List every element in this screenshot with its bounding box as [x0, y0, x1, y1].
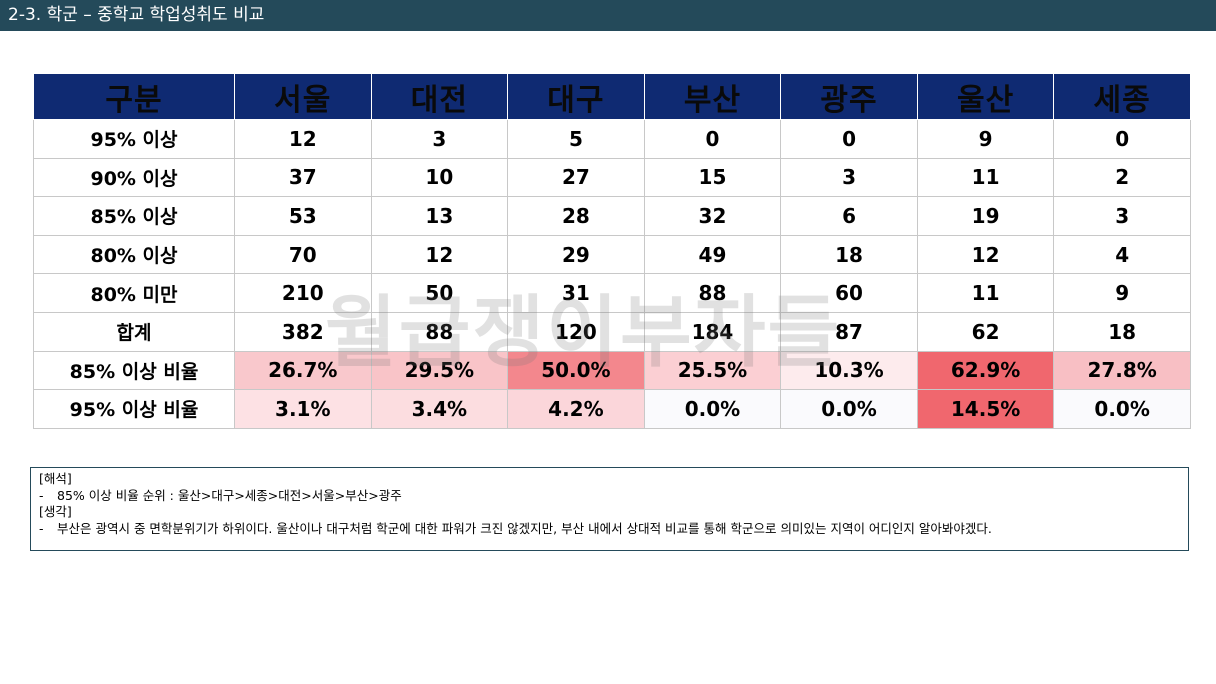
- table-cell: 37: [234, 157, 372, 198]
- table-cell: 13: [370, 196, 509, 236]
- header-cell-ulsan: 울산: [916, 73, 1055, 120]
- table-header-row: 구분 서울 대전 대구 부산 광주 울산 세종: [33, 73, 1191, 120]
- table-row: 80% 이상 70 12 29 49 18 12 4: [33, 234, 1191, 275]
- heatmap-cell: 26.7%: [234, 350, 372, 391]
- table-cell: 5: [507, 119, 645, 159]
- notes-interpretation-item: -85% 이상 비율 순위 : 울산>대구>세종>대전>서울>부산>광주: [39, 488, 1180, 505]
- table-cell: 31: [507, 273, 645, 313]
- table-cell: 210: [234, 273, 372, 313]
- row-label: 80% 미만: [33, 273, 235, 313]
- table-cell: 87: [780, 311, 918, 352]
- table-cell: 120: [507, 311, 645, 352]
- table-cell: 6: [780, 196, 918, 236]
- notes-thoughts-item: - 부산은 광역시 중 면학분위기가 하위이다. 울산이나 대구처럼 학군에 대한…: [39, 521, 1180, 538]
- table-cell: 382: [234, 311, 372, 352]
- table-cell: 19: [916, 196, 1055, 236]
- table-cell: 70: [234, 234, 372, 275]
- row-label: 90% 이상: [33, 157, 235, 198]
- table-cell: 50: [370, 273, 509, 313]
- bullet-marker: -: [39, 520, 44, 536]
- notes-heading-interpretation: [해석]: [39, 471, 72, 486]
- table-cell: 12: [234, 119, 372, 159]
- table-row: 90% 이상 37 10 27 15 3 11 2: [33, 157, 1191, 198]
- heatmap-cell: 10.3%: [780, 350, 918, 391]
- table-cell: 184: [643, 311, 782, 352]
- row-label: 합계: [33, 311, 235, 352]
- table-cell: 3: [780, 157, 918, 198]
- header-cell-daegu: 대구: [507, 73, 645, 120]
- heatmap-cell: 3.4%: [370, 389, 509, 429]
- table-cell: 12: [916, 234, 1055, 275]
- interpretation-text: 85% 이상 비율 순위 : 울산>대구>세종>대전>서울>부산>광주: [57, 487, 402, 503]
- table-cell: 12: [370, 234, 509, 275]
- table-cell: 3: [1053, 196, 1191, 236]
- notes-box: [해석] -85% 이상 비율 순위 : 울산>대구>세종>대전>서울>부산>광…: [30, 467, 1189, 551]
- heatmap-cell: 14.5%: [916, 389, 1055, 429]
- header-cell-sejong: 세종: [1053, 73, 1191, 120]
- heatmap-cell: 62.9%: [916, 350, 1055, 391]
- table-cell: 0: [780, 119, 918, 159]
- table-cell: 62: [916, 311, 1055, 352]
- header-cell-gwangju: 광주: [780, 73, 918, 120]
- table-cell: 0: [643, 119, 782, 159]
- table-cell: 49: [643, 234, 782, 275]
- header-cell-category: 구분: [33, 73, 235, 120]
- table-cell: 27: [507, 157, 645, 198]
- notes-heading-thoughts: [생각]: [39, 504, 72, 519]
- heatmap-cell: 4.2%: [507, 389, 645, 429]
- row-label: 95% 이상: [33, 119, 235, 159]
- table-row: 85% 이상 53 13 28 32 6 19 3: [33, 196, 1191, 236]
- heatmap-cell: 29.5%: [370, 350, 509, 391]
- bullet-marker: -: [39, 487, 44, 503]
- table-cell: 29: [507, 234, 645, 275]
- header-cell-busan: 부산: [643, 73, 782, 120]
- table-cell: 11: [916, 157, 1055, 198]
- table-row: 95% 이상 12 3 5 0 0 9 0: [33, 119, 1191, 159]
- heatmap-cell: 3.1%: [234, 389, 372, 429]
- table-cell: 18: [1053, 311, 1191, 352]
- heatmap-cell: 25.5%: [643, 350, 782, 391]
- table-cell: 2: [1053, 157, 1191, 198]
- table-cell: 60: [780, 273, 918, 313]
- table-cell: 88: [643, 273, 782, 313]
- heatmap-cell: 27.8%: [1053, 350, 1191, 391]
- table-cell: 9: [1053, 273, 1191, 313]
- table-row: 85% 이상 비율 26.7% 29.5% 50.0% 25.5% 10.3% …: [33, 350, 1191, 391]
- table-row: 95% 이상 비율 3.1% 3.4% 4.2% 0.0% 0.0% 14.5%…: [33, 389, 1191, 429]
- table-cell: 0: [1053, 119, 1191, 159]
- table-row: 80% 미만 210 50 31 88 60 11 9: [33, 273, 1191, 313]
- table-cell: 18: [780, 234, 918, 275]
- page-title: 2-3. 학군 – 중학교 학업성취도 비교: [0, 0, 1216, 31]
- table-cell: 88: [370, 311, 509, 352]
- comparison-table-container: 구분 서울 대전 대구 부산 광주 울산 세종 95% 이상 12 3 5 0 …: [33, 73, 1191, 429]
- row-label: 95% 이상 비율: [33, 389, 235, 429]
- heatmap-cell: 0.0%: [780, 389, 918, 429]
- table-cell: 15: [643, 157, 782, 198]
- heatmap-cell: 50.0%: [507, 350, 645, 391]
- row-label: 85% 이상: [33, 196, 235, 236]
- header-cell-seoul: 서울: [234, 73, 372, 120]
- row-label: 85% 이상 비율: [33, 350, 235, 391]
- row-label: 80% 이상: [33, 234, 235, 275]
- achievement-comparison-table: 구분 서울 대전 대구 부산 광주 울산 세종 95% 이상 12 3 5 0 …: [33, 73, 1191, 429]
- table-cell: 11: [916, 273, 1055, 313]
- header-cell-daejeon: 대전: [370, 73, 509, 120]
- table-cell: 3: [370, 119, 509, 159]
- table-cell: 9: [916, 119, 1055, 159]
- table-cell: 10: [370, 157, 509, 198]
- heatmap-cell: 0.0%: [1053, 389, 1191, 429]
- table-row: 합계 382 88 120 184 87 62 18: [33, 311, 1191, 352]
- table-cell: 53: [234, 196, 372, 236]
- thoughts-text: 부산은 광역시 중 면학분위기가 하위이다. 울산이나 대구처럼 학군에 대한 …: [57, 520, 992, 536]
- table-cell: 32: [643, 196, 782, 236]
- table-cell: 4: [1053, 234, 1191, 275]
- heatmap-cell: 0.0%: [643, 389, 782, 429]
- table-cell: 28: [507, 196, 645, 236]
